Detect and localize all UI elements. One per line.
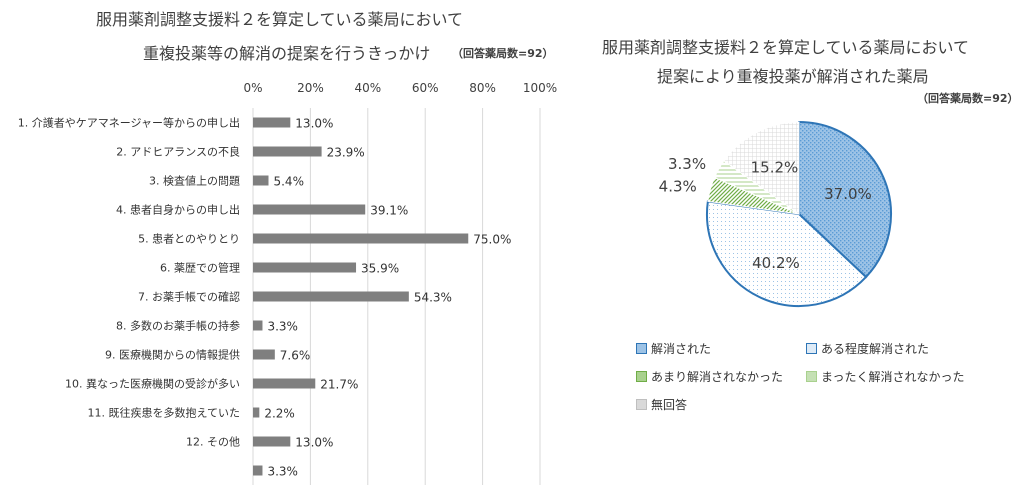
bar-value-label: 7.6% — [280, 349, 311, 363]
bar — [253, 291, 409, 302]
pie-slice — [798, 120, 892, 279]
category-label: 2. アドヒアランスの不良 — [116, 145, 240, 159]
bar — [253, 378, 316, 389]
pie-slice — [706, 200, 868, 307]
legend-swatch — [806, 371, 817, 382]
legend-item: まったく解消されなかった — [806, 368, 965, 385]
pie-slice-label: 15.2% — [751, 159, 799, 177]
x-tick-label: 80% — [469, 81, 496, 95]
bar — [253, 407, 260, 418]
bar-value-label: 13.0% — [295, 436, 333, 450]
bar-value-label: 3.3% — [267, 320, 298, 334]
category-label: 6. 薬歴での管理 — [160, 261, 240, 275]
legend-swatch — [636, 371, 647, 382]
bar-value-label: 21.7% — [320, 378, 358, 392]
bar-value-label: 23.9% — [327, 146, 365, 160]
category-label: 7. お薬手帳での確認 — [138, 290, 240, 304]
legend-item: 無回答 — [636, 396, 687, 413]
legend-label: 解消された — [651, 342, 712, 356]
bar-chart-respondents-note: （回答薬局数=92） — [452, 47, 554, 60]
legend-item: あまり解消されなかった — [636, 368, 783, 385]
x-tick-label: 60% — [412, 81, 439, 95]
bar — [253, 175, 269, 186]
bar — [253, 117, 291, 128]
x-tick-label: 100% — [523, 81, 557, 95]
bar-chart-title-line2: 重複投薬等の解消の提案を行うきっかけ — [143, 44, 431, 63]
legend-item: ある程度解消された — [806, 340, 929, 357]
bar — [253, 204, 366, 215]
bar-chart-title-line1: 服用薬剤調整支援料２を算定している薬局において — [96, 10, 464, 29]
pie-slice-label: 4.3% — [659, 177, 697, 195]
category-label: 5. 患者とのやりとり — [138, 233, 240, 246]
bar — [253, 465, 263, 476]
x-tick-label: 40% — [354, 81, 381, 95]
pie-slice-label: 3.3% — [668, 155, 706, 173]
pie-slice-label: 40.2% — [752, 254, 800, 272]
bar-value-label: 5.4% — [273, 175, 304, 189]
bar — [253, 436, 291, 447]
category-label: 1. 介護者やケアマネージャー等からの申し出 — [18, 116, 240, 130]
bar — [253, 146, 322, 157]
legend-label: ある程度解消された — [821, 342, 930, 356]
bar-value-label: 3.3% — [267, 465, 298, 479]
bar-value-label: 35.9% — [361, 262, 399, 276]
legend-swatch — [636, 343, 647, 354]
bar-value-label: 39.1% — [370, 204, 408, 218]
category-label: 3. 検査値上の問題 — [149, 174, 240, 188]
legend-swatch — [806, 343, 817, 354]
pie-slice-label: 37.0% — [824, 185, 872, 203]
bar-value-label: 75.0% — [473, 233, 511, 247]
category-label: 8. 多数のお薬手帳の持参 — [116, 319, 240, 333]
category-label: 9. 医療機関からの情報提供 — [105, 348, 240, 362]
category-label: 10. 異なった医療機関の受診が多い — [65, 377, 240, 391]
category-label: 4. 患者自身からの申し出 — [116, 203, 240, 217]
x-tick-label: 0% — [243, 81, 262, 95]
bar-value-label: 13.0% — [295, 117, 333, 131]
pie-chart-respondents-note: （回答薬局数=92） — [917, 92, 1019, 105]
legend-label: 無回答 — [651, 398, 688, 412]
bar — [253, 320, 263, 331]
bar-value-label: 2.2% — [264, 407, 295, 421]
bar — [253, 262, 357, 273]
bar — [253, 349, 275, 360]
pie-slice — [723, 121, 800, 215]
bar-value-label: 54.3% — [414, 291, 452, 305]
legend-item: 解消された — [636, 340, 711, 357]
x-tick-label: 20% — [297, 81, 324, 95]
legend-swatch — [636, 399, 647, 410]
legend-label: あまり解消されなかった — [651, 370, 784, 384]
category-label: 12. その他 — [186, 436, 240, 449]
pie-chart-title-line1: 服用薬剤調整支援料２を算定している薬局において — [602, 38, 970, 57]
legend-label: まったく解消されなかった — [821, 370, 965, 384]
pie-chart-title-line2: 提案により重複投薬が解消された薬局 — [657, 67, 929, 86]
bar — [253, 233, 469, 244]
category-label: 11. 既往疾患を多数抱えていた — [88, 406, 240, 420]
